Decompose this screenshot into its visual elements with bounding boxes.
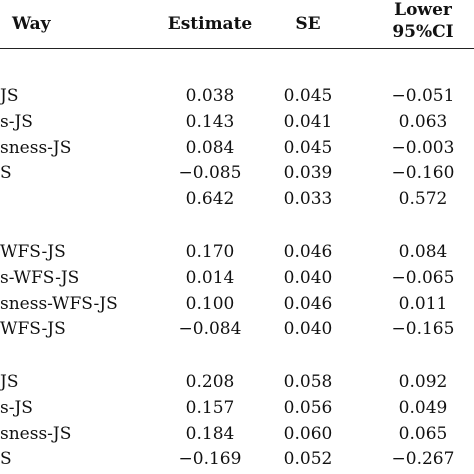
path-cell: S	[0, 449, 12, 469]
path-cell: s-JS	[0, 112, 33, 132]
header-path: Way	[12, 14, 51, 34]
header-se: SE	[295, 14, 321, 34]
se-cell: 0.041	[283, 112, 333, 132]
path-cell: sness-JS	[0, 138, 72, 158]
se-cell: 0.045	[283, 86, 333, 106]
estimate-cell: −0.085	[178, 163, 242, 183]
estimate-cell: −0.169	[178, 449, 242, 469]
lower-ci-cell: 0.065	[398, 424, 448, 444]
estimate-cell: 0.143	[185, 112, 235, 132]
se-cell: 0.052	[283, 449, 333, 469]
estimate-cell: 0.084	[185, 138, 235, 158]
estimate-cell: 0.100	[185, 294, 235, 314]
lower-ci-cell: −0.165	[391, 319, 455, 339]
lower-ci-cell: 0.572	[398, 189, 448, 209]
se-cell: 0.046	[283, 242, 333, 262]
header-lower-line2: 95%CI	[392, 22, 454, 42]
path-cell: WFS-JS	[0, 319, 66, 339]
se-cell: 0.040	[283, 268, 333, 288]
path-cell: sness-JS	[0, 424, 72, 444]
lower-ci-cell: −0.267	[391, 449, 455, 469]
header-estimate: Estimate	[167, 14, 253, 34]
lower-ci-cell: 0.011	[398, 294, 448, 314]
path-cell: JS	[0, 372, 19, 392]
se-cell: 0.060	[283, 424, 333, 444]
lower-ci-cell: −0.160	[391, 163, 455, 183]
path-cell: s-JS	[0, 398, 33, 418]
estimate-cell: 0.014	[185, 268, 235, 288]
se-cell: 0.056	[283, 398, 333, 418]
se-cell: 0.058	[283, 372, 333, 392]
se-cell: 0.045	[283, 138, 333, 158]
path-cell: sness-WFS-JS	[0, 294, 118, 314]
estimate-cell: 0.170	[185, 242, 235, 262]
estimate-cell: 0.184	[185, 424, 235, 444]
estimate-cell: 0.038	[185, 86, 235, 106]
lower-ci-cell: −0.051	[391, 86, 455, 106]
lower-ci-cell: 0.092	[398, 372, 448, 392]
path-cell: JS	[0, 86, 19, 106]
header-rule	[0, 48, 474, 49]
estimate-cell: 0.157	[185, 398, 235, 418]
estimate-cell: −0.084	[178, 319, 242, 339]
header-lower-line1: Lower	[394, 0, 452, 20]
path-cell: s-WFS-JS	[0, 268, 80, 288]
lower-ci-cell: −0.003	[391, 138, 455, 158]
lower-ci-cell: 0.063	[398, 112, 448, 132]
lower-ci-cell: 0.049	[398, 398, 448, 418]
se-cell: 0.040	[283, 319, 333, 339]
lower-ci-cell: −0.065	[391, 268, 455, 288]
se-cell: 0.046	[283, 294, 333, 314]
path-cell: WFS-JS	[0, 242, 66, 262]
estimate-cell: 0.642	[185, 189, 235, 209]
path-cell: S	[0, 163, 12, 183]
estimate-cell: 0.208	[185, 372, 235, 392]
se-cell: 0.033	[283, 189, 333, 209]
lower-ci-cell: 0.084	[398, 242, 448, 262]
se-cell: 0.039	[283, 163, 333, 183]
